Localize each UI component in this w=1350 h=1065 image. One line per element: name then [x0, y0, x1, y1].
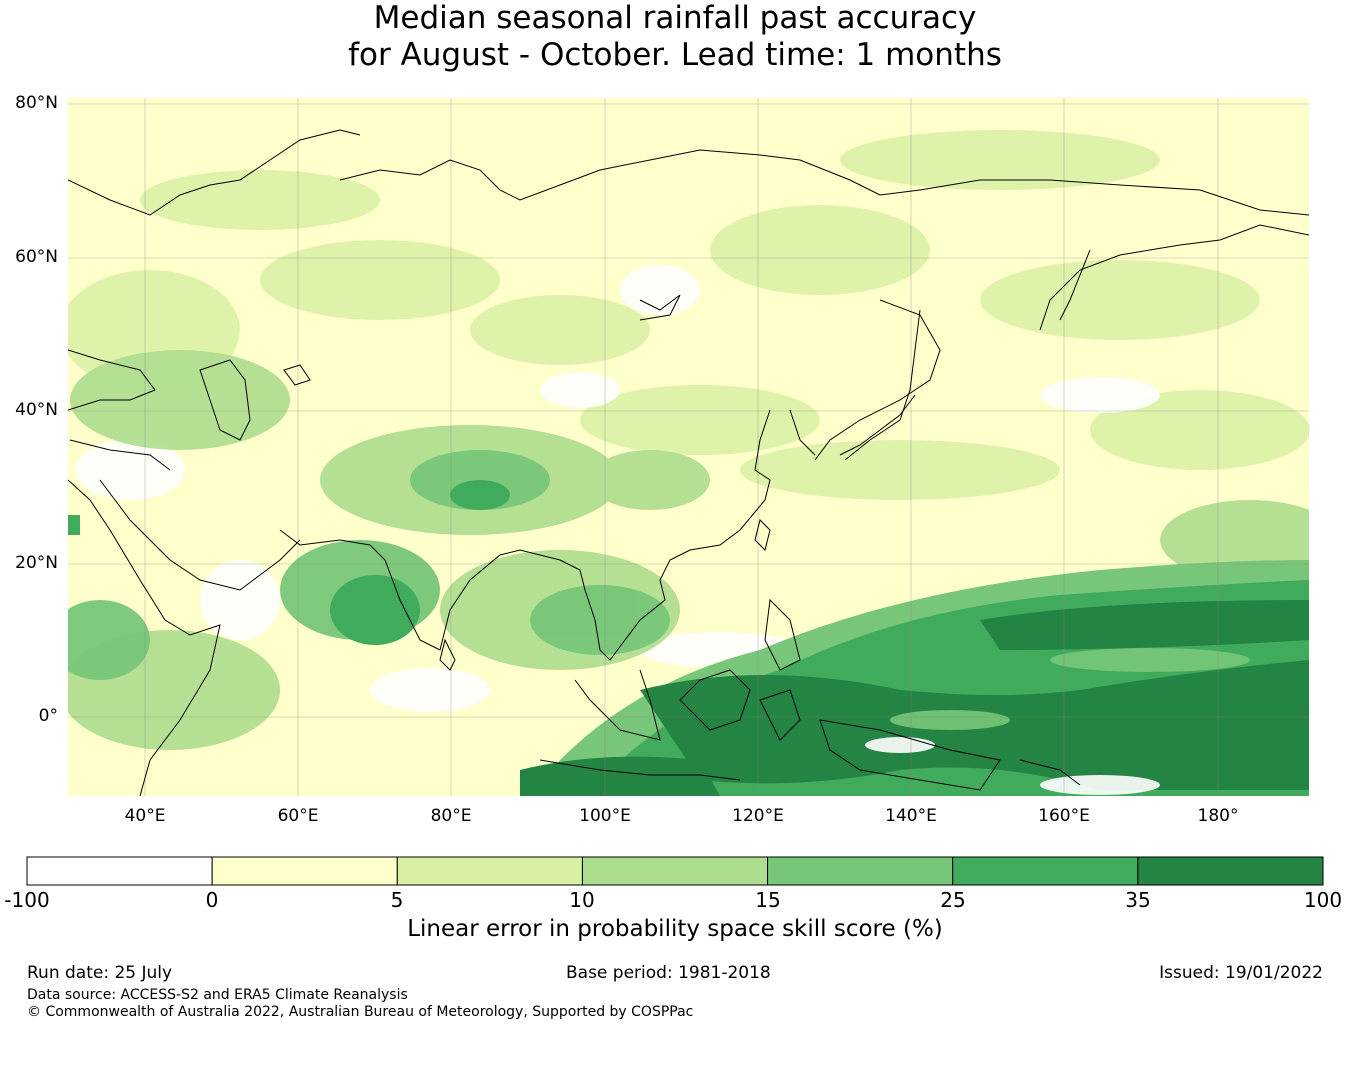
- colorbar-tick-10: 10: [569, 888, 595, 912]
- colorbar-segment: [1137, 856, 1324, 886]
- lon-label-100e: 100°E: [579, 806, 631, 826]
- colorbar-segment: [26, 856, 213, 886]
- colorbar-tick-neg100: -100: [4, 888, 50, 912]
- data-source: Data source: ACCESS-S2 and ERA5 Climate …: [27, 987, 408, 1003]
- lon-label-40e: 40°E: [124, 806, 166, 826]
- base-period: Base period: 1981-2018: [566, 963, 771, 983]
- lat-label-0: 0°: [38, 706, 58, 726]
- colorbar-segment: [581, 856, 769, 886]
- colorbar-tick-35: 35: [1125, 888, 1151, 912]
- lon-label-180: 180°: [1197, 806, 1239, 826]
- title-line-1: Median seasonal rainfall past accuracy: [373, 0, 977, 36]
- coastlines: [68, 129, 1309, 796]
- lon-label-120e: 120°E: [732, 806, 784, 826]
- lon-label-60e: 60°E: [277, 806, 319, 826]
- lat-label-80n: 80°N: [15, 93, 58, 113]
- colorbar-segment: [396, 856, 583, 886]
- colorbar-tick-5: 5: [390, 888, 404, 912]
- colorbar-tick-25: 25: [940, 888, 966, 912]
- colorbar-segment: [211, 856, 398, 886]
- colorbar-tick-0: 0: [205, 888, 219, 912]
- copyright: © Commonwealth of Australia 2022, Austra…: [27, 1004, 694, 1020]
- lon-label-160e: 160°E: [1038, 806, 1090, 826]
- title-line-2: for August - October. Lead time: 1 month…: [348, 37, 1002, 73]
- lon-label-80e: 80°E: [430, 806, 472, 826]
- lat-label-20n: 20°N: [15, 553, 58, 573]
- lat-label-40n: 40°N: [15, 400, 58, 420]
- lat-label-60n: 60°N: [15, 247, 58, 267]
- skill-field: [68, 98, 1309, 796]
- colorbar-label: Linear error in probability space skill …: [407, 916, 943, 942]
- run-date: Run date: 25 July: [27, 963, 173, 983]
- colorbar-segment: [952, 856, 1139, 886]
- chart-title: Median seasonal rainfall past accuracy f…: [0, 0, 1350, 74]
- colorbar-tick-15: 15: [755, 888, 781, 912]
- lon-label-140e: 140°E: [885, 806, 937, 826]
- colorbar-segment: [767, 856, 954, 886]
- colorbar-tick-100: 100: [1303, 888, 1343, 912]
- graticule: [68, 98, 1309, 796]
- issued-date: Issued: 19/01/2022: [1159, 963, 1323, 983]
